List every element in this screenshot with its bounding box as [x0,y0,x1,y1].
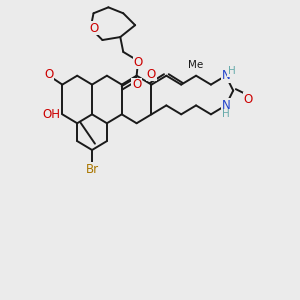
Text: O: O [44,68,54,81]
Text: O: O [89,22,98,34]
Text: N: N [221,69,230,82]
Text: O: O [132,78,141,91]
Text: O: O [244,93,253,106]
Text: Br: Br [85,163,99,176]
Text: O: O [147,68,156,81]
Text: N: N [221,99,230,112]
Text: Me: Me [188,60,204,70]
Text: O: O [134,56,143,69]
Text: OH: OH [43,108,61,121]
Text: H: H [222,109,230,119]
Text: H: H [228,66,236,76]
